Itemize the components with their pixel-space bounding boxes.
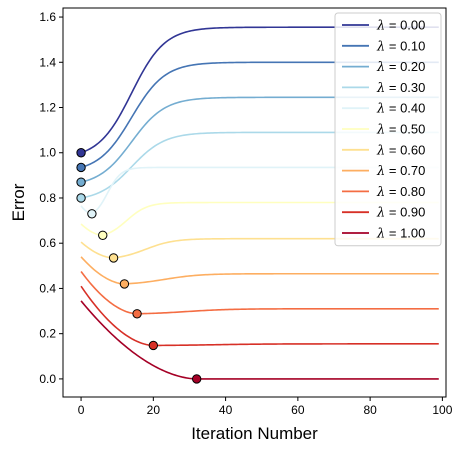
minimum-marker-7 (119, 279, 130, 289)
y-tick-label: 1.2 (39, 101, 56, 115)
legend-entry-0: λ = 0.00 (376, 18, 425, 34)
plot-frame (62, 7, 447, 398)
y-axis-label: Error (9, 183, 28, 221)
legend-entry-4: λ = 0.40 (376, 101, 425, 117)
series-line-7 (80, 256, 439, 285)
y-tick-label: 0.8 (39, 191, 56, 205)
legend: λ = 0.00 λ = 0.10 λ = 0.20 λ = 0.30 λ = 0.40… (334, 12, 442, 247)
minimum-marker-5 (98, 230, 108, 240)
minimum-marker-10 (191, 374, 202, 384)
x-tick-label: 60 (291, 403, 305, 417)
minimum-marker-1 (76, 162, 86, 173)
minimum-marker-3 (76, 193, 86, 203)
x-axis-label: Iteration Number (191, 424, 318, 443)
x-tick-label: 100 (432, 403, 452, 417)
legend-entry-3: λ = 0.30 (376, 80, 425, 96)
axis-ticks: 0 20 40 60 80 100 0.0 0.2 0.4 0.6 0.8 1.0 1.2 1.4 1.6 (39, 10, 452, 417)
minimum-marker-2 (76, 177, 86, 187)
y-tick-label: 1.0 (39, 146, 56, 160)
y-tick-label: 1.4 (39, 55, 56, 69)
legend-entry-5: λ = 0.50 (376, 122, 425, 138)
x-tick-label: 40 (219, 403, 233, 417)
minimum-marker-4 (87, 209, 97, 219)
minimum-marker-8 (132, 309, 142, 319)
y-tick-label: 0.0 (39, 372, 56, 386)
series-line-9 (80, 285, 439, 347)
minimum-markers (76, 148, 202, 384)
legend-entry-2: λ = 0.20 (376, 59, 425, 75)
legend-entry-8: λ = 0.80 (376, 184, 425, 200)
y-tick-label: 1.6 (39, 10, 56, 24)
minimum-marker-0 (76, 148, 86, 158)
minimum-marker-9 (148, 340, 159, 351)
legend-entry-7: λ = 0.70 (376, 163, 425, 179)
series-line-8 (80, 271, 439, 315)
x-tick-label: 0 (78, 403, 85, 417)
y-tick-label: 0.2 (39, 327, 56, 341)
series-line-10 (80, 300, 439, 380)
legend-box (334, 12, 442, 247)
y-tick-label: 0.6 (39, 236, 56, 250)
legend-entry-10: λ = 1.00 (376, 226, 425, 242)
y-tick-label: 0.4 (39, 281, 56, 295)
minimum-marker-6 (108, 253, 119, 263)
x-tick-label: 20 (147, 403, 161, 417)
legend-entry-6: λ = 0.60 (376, 142, 425, 158)
series-lines (80, 26, 439, 380)
legend-entry-9: λ = 0.90 (376, 205, 425, 221)
legend-entry-1: λ = 0.10 (376, 38, 425, 54)
x-tick-label: 80 (363, 403, 377, 417)
